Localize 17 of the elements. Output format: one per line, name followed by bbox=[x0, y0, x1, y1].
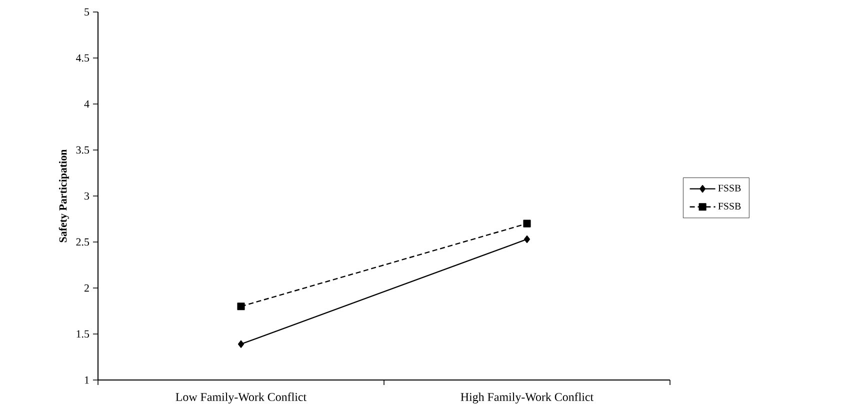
legend-label: FSSB bbox=[718, 184, 741, 192]
y-tick-label: 1.5 bbox=[76, 330, 90, 338]
y-tick-label: 1 bbox=[84, 376, 89, 384]
x-tick-label: High Family-Work Conflict bbox=[460, 392, 594, 404]
point bbox=[523, 220, 531, 228]
y-tick-label: 5 bbox=[84, 8, 90, 16]
point bbox=[237, 302, 245, 310]
y-tick-label: 2.5 bbox=[76, 238, 90, 246]
y-tick-label: 3 bbox=[84, 192, 90, 200]
y-tick-label: 2 bbox=[84, 284, 89, 292]
y-tick-label: 4.5 bbox=[76, 54, 90, 62]
y-axis-title: Safety Participation bbox=[58, 149, 69, 242]
y-tick-label: 3.5 bbox=[76, 146, 90, 154]
x-tick-label: Low Family-Work Conflict bbox=[176, 392, 307, 404]
point bbox=[238, 340, 244, 348]
legend-label: FSSB bbox=[718, 202, 741, 210]
y-tick-label: 4 bbox=[84, 100, 90, 108]
